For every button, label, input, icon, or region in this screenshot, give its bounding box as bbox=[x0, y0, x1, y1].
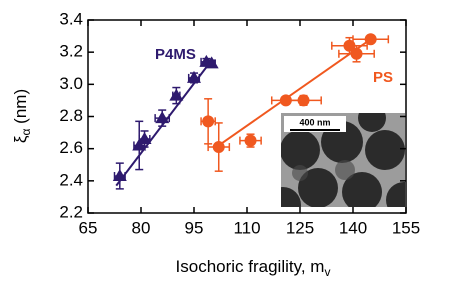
marker bbox=[204, 56, 219, 69]
marker bbox=[202, 115, 215, 128]
x-tick-label: 95 bbox=[185, 218, 204, 237]
y-axis-label: ξα (nm) bbox=[11, 89, 33, 143]
y-label-main: ξ bbox=[11, 135, 30, 143]
marker bbox=[155, 111, 170, 124]
marker bbox=[297, 94, 310, 107]
marker bbox=[244, 134, 257, 147]
x-tick-label: 125 bbox=[286, 218, 314, 237]
x-label-sub: v bbox=[324, 265, 330, 279]
x-tick-label: 80 bbox=[132, 218, 151, 237]
x-tick-label: 140 bbox=[339, 218, 367, 237]
x-tick-label: 65 bbox=[79, 218, 98, 237]
x-axis-label: Isochoric fragility, mv bbox=[176, 257, 331, 279]
marker bbox=[364, 33, 377, 46]
y-tick-label: 2.2 bbox=[59, 202, 83, 221]
marker bbox=[212, 141, 225, 154]
y-tick-label: 2.6 bbox=[59, 138, 83, 157]
marker bbox=[137, 132, 152, 145]
marker bbox=[187, 70, 201, 83]
inset-image bbox=[281, 113, 405, 207]
x-tick-label: 155 bbox=[392, 218, 420, 237]
y-label-rest: (nm) bbox=[11, 89, 30, 129]
y-tick-label: 2.4 bbox=[59, 170, 83, 189]
series-label: PS bbox=[373, 69, 393, 86]
x-tick-label: 110 bbox=[233, 218, 260, 237]
inset-label: 400 nm bbox=[299, 117, 330, 127]
marker bbox=[169, 88, 184, 101]
y-label-sub: α bbox=[19, 128, 33, 135]
series-label: P4MS bbox=[155, 46, 196, 63]
x-label-main: Isochoric fragility, m bbox=[176, 257, 325, 276]
marker bbox=[350, 47, 363, 60]
y-tick-label: 2.8 bbox=[59, 106, 83, 125]
marker bbox=[112, 169, 127, 182]
y-tick-label: 3.2 bbox=[59, 42, 83, 61]
y-tick-label: 3.0 bbox=[59, 74, 83, 93]
fit-line bbox=[218, 38, 372, 147]
y-tick-label: 3.4 bbox=[59, 9, 83, 28]
